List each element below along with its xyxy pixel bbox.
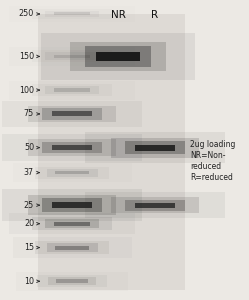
Bar bbox=[125, 141, 185, 154]
Text: 75: 75 bbox=[24, 110, 34, 118]
Bar bbox=[16, 272, 128, 291]
Bar bbox=[85, 192, 225, 218]
Bar bbox=[47, 243, 98, 252]
Bar bbox=[70, 42, 166, 71]
Bar bbox=[37, 275, 107, 287]
Bar bbox=[54, 13, 90, 16]
Bar bbox=[41, 33, 195, 80]
Bar bbox=[32, 84, 112, 96]
Text: 2ug loading: 2ug loading bbox=[190, 140, 235, 149]
Bar bbox=[35, 241, 109, 254]
Bar bbox=[12, 163, 131, 182]
Bar bbox=[54, 88, 90, 92]
Bar bbox=[35, 167, 109, 178]
Bar bbox=[45, 52, 99, 61]
Bar bbox=[48, 277, 96, 285]
Bar bbox=[45, 11, 99, 17]
Bar bbox=[9, 213, 135, 234]
Bar bbox=[28, 106, 116, 122]
Bar bbox=[2, 101, 142, 127]
Text: 37: 37 bbox=[24, 168, 34, 177]
Bar bbox=[85, 132, 225, 164]
Text: NR: NR bbox=[111, 10, 125, 20]
Text: 150: 150 bbox=[19, 52, 34, 61]
Text: 50: 50 bbox=[24, 143, 34, 152]
Bar bbox=[45, 86, 99, 94]
Bar bbox=[9, 6, 135, 22]
Bar bbox=[111, 197, 199, 213]
Text: 20: 20 bbox=[24, 219, 34, 228]
Bar bbox=[135, 145, 175, 151]
Bar bbox=[38, 14, 185, 290]
Bar bbox=[47, 169, 98, 177]
Bar bbox=[32, 9, 112, 19]
Bar bbox=[42, 142, 102, 153]
Bar bbox=[54, 55, 90, 58]
Bar bbox=[55, 246, 89, 250]
Bar bbox=[135, 203, 175, 208]
Bar bbox=[2, 134, 142, 161]
Bar bbox=[52, 202, 92, 208]
Text: 10: 10 bbox=[24, 277, 34, 286]
Bar bbox=[125, 200, 185, 211]
Bar bbox=[42, 108, 102, 120]
Bar bbox=[42, 198, 102, 212]
Text: 100: 100 bbox=[19, 85, 34, 94]
Text: R: R bbox=[151, 10, 159, 20]
Text: 250: 250 bbox=[19, 10, 34, 19]
Text: reduced: reduced bbox=[190, 162, 221, 171]
Bar bbox=[32, 217, 112, 230]
Text: NR=Non-: NR=Non- bbox=[190, 151, 226, 160]
Text: 15: 15 bbox=[24, 243, 34, 252]
Bar bbox=[32, 50, 112, 62]
Bar bbox=[52, 145, 92, 150]
Bar bbox=[54, 222, 90, 226]
Bar bbox=[28, 195, 116, 215]
Bar bbox=[52, 112, 92, 116]
Bar bbox=[12, 237, 131, 258]
Bar bbox=[85, 46, 151, 67]
Bar bbox=[2, 189, 142, 221]
Bar bbox=[9, 47, 135, 66]
Bar bbox=[96, 52, 140, 61]
Bar bbox=[55, 171, 89, 174]
Text: R=reduced: R=reduced bbox=[190, 173, 233, 182]
Bar bbox=[28, 140, 116, 156]
Text: 25: 25 bbox=[24, 201, 34, 210]
Bar bbox=[111, 138, 199, 158]
Bar bbox=[56, 279, 88, 283]
Bar bbox=[9, 81, 135, 100]
Bar bbox=[45, 219, 99, 228]
